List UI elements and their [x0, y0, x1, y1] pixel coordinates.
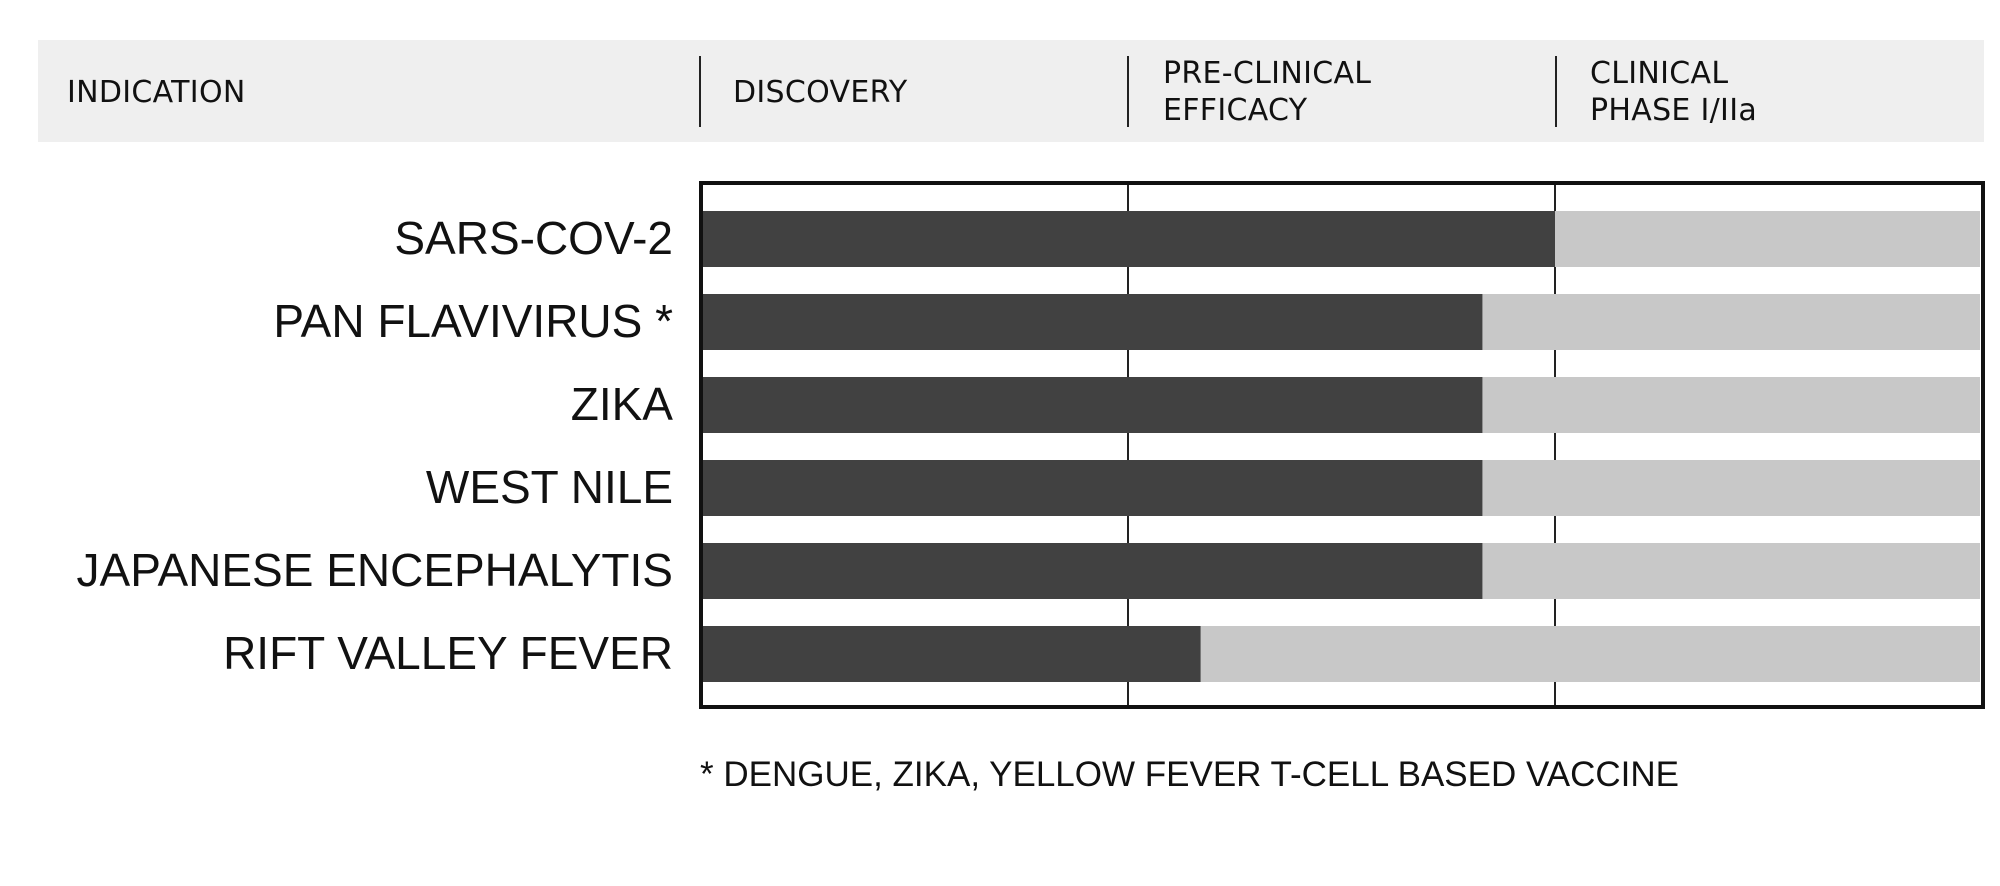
- header-preclinical-line2: EFFICACY: [1163, 93, 1308, 128]
- row-label: SARS-COV-2: [394, 212, 673, 264]
- header-clinical-line2: PHASE I/IIa: [1590, 93, 1758, 128]
- bar-progress: [702, 460, 1483, 516]
- header-clinical: CLINICAL PHASE I/IIa: [1590, 55, 1757, 129]
- row-label: WEST NILE: [425, 461, 673, 513]
- header-clinical-line1: CLINICAL: [1590, 56, 1729, 91]
- row-label: PAN FLAVIVIRUS *: [273, 295, 673, 347]
- header-preclinical: PRE-CLINICAL EFFICACY: [1163, 55, 1371, 129]
- row-label: ZIKA: [570, 378, 673, 430]
- row-label: JAPANESE ENCEPHALYTIS: [76, 544, 673, 596]
- bar-progress: [702, 543, 1483, 599]
- bar-progress: [702, 626, 1201, 682]
- bar-progress: [702, 211, 1555, 267]
- header-band: [38, 40, 1984, 142]
- header-indication: INDICATION: [67, 75, 246, 110]
- row-label: RIFT VALLEY FEVER: [223, 627, 673, 679]
- footnote: * DENGUE, ZIKA, YELLOW FEVER T-CELL BASE…: [700, 755, 1679, 794]
- header-divider: [1127, 56, 1129, 127]
- chart-frame: [699, 181, 1985, 709]
- bar-progress: [702, 377, 1483, 433]
- header-discovery: DISCOVERY: [733, 75, 908, 110]
- header-divider: [699, 56, 701, 127]
- bar-progress: [702, 294, 1483, 350]
- header-divider: [1555, 56, 1557, 127]
- header-preclinical-line1: PRE-CLINICAL: [1163, 56, 1372, 91]
